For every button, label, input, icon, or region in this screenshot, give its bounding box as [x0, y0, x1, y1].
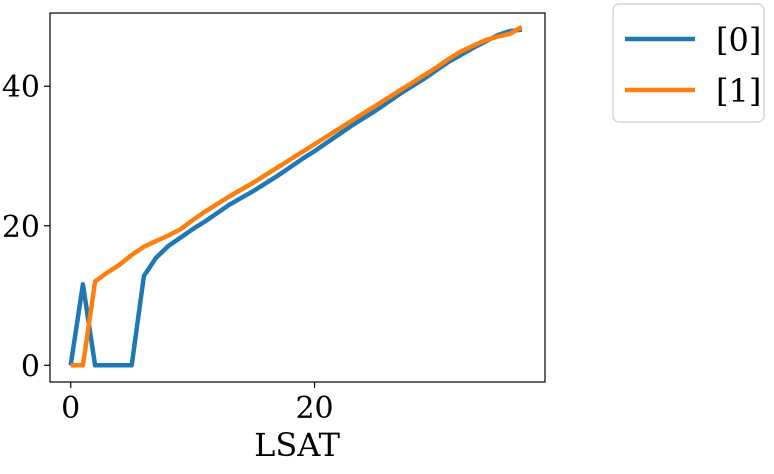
y-tick-label: 0: [21, 349, 40, 384]
plot-frame: [49, 12, 546, 383]
series-line-0: [68, 27, 523, 368]
legend-frame: [612, 3, 765, 123]
y-tick-label: 40: [2, 70, 40, 105]
x-axis-ticks: 0 20: [61, 382, 334, 426]
series-layer: [68, 25, 523, 368]
series-line-1: [70, 25, 523, 368]
legend-label-series-1: [1]: [716, 72, 761, 110]
x-axis-label: LSAT: [254, 426, 341, 464]
x-tick-label: 20: [295, 391, 333, 426]
legend: [0] [1]: [612, 3, 765, 123]
x-tick-label: 0: [61, 391, 80, 426]
legend-label-series-0: [0]: [716, 21, 761, 59]
y-tick-label: 20: [2, 210, 40, 245]
y-axis-ticks: 0 20 40: [2, 70, 50, 384]
